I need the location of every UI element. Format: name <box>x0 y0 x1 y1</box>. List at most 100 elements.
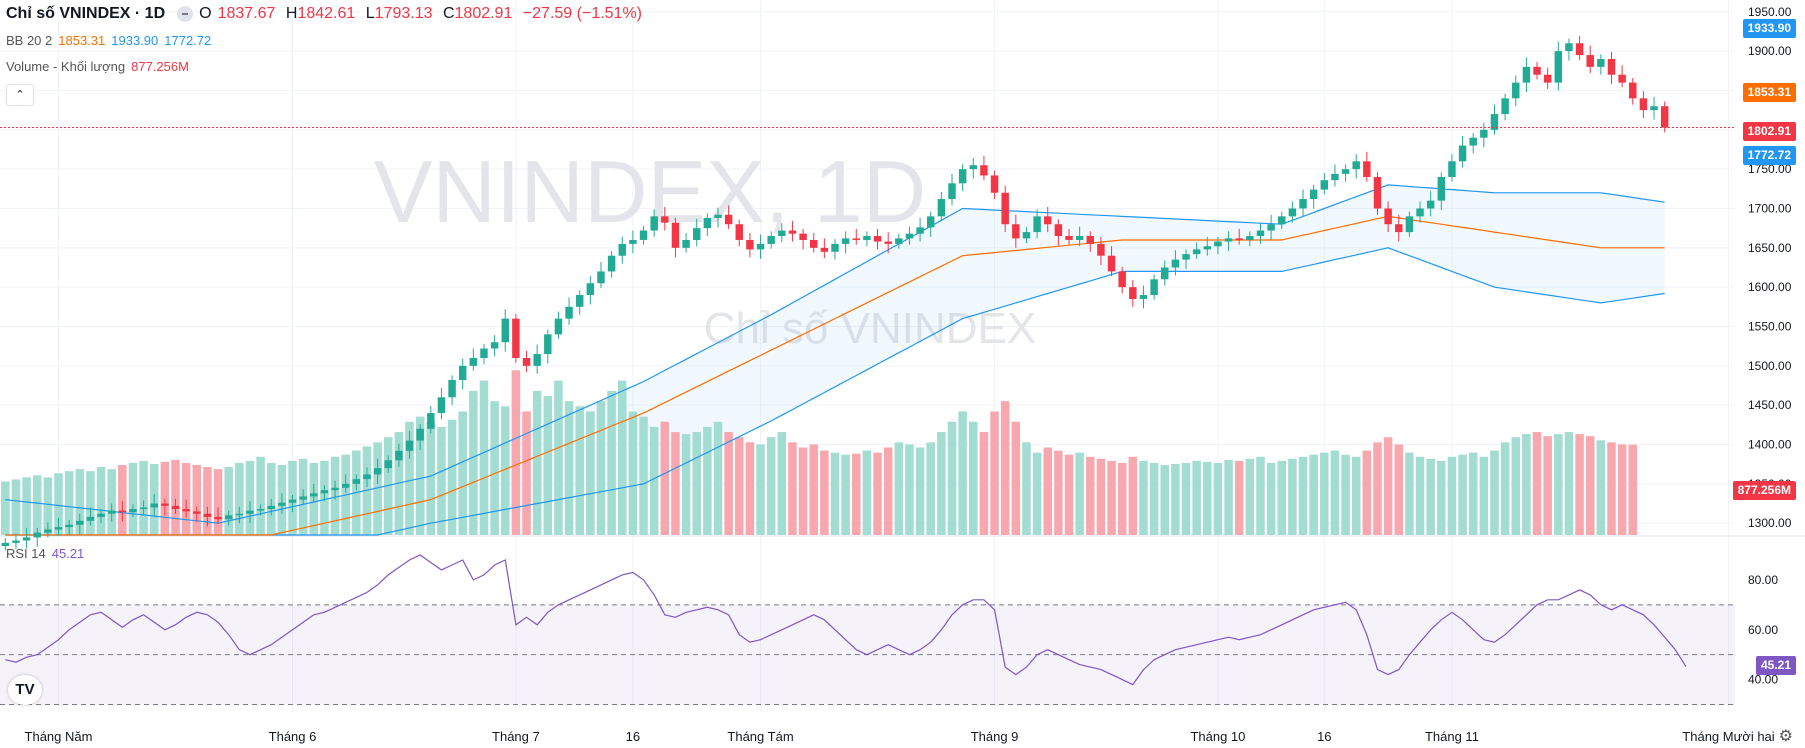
candle[interactable] <box>1618 65 1626 88</box>
candle[interactable] <box>416 424 424 451</box>
candle[interactable] <box>1161 260 1169 286</box>
candle[interactable] <box>76 513 84 535</box>
candle[interactable] <box>1522 57 1531 93</box>
candle[interactable] <box>448 375 456 406</box>
candle[interactable] <box>884 232 892 254</box>
candle[interactable] <box>820 238 829 259</box>
candle[interactable] <box>544 329 552 364</box>
candle[interactable] <box>118 501 127 522</box>
candle[interactable] <box>182 499 190 518</box>
candle[interactable] <box>1033 209 1041 239</box>
candle[interactable] <box>480 343 488 365</box>
candle[interactable] <box>54 517 63 536</box>
candle[interactable] <box>873 228 882 250</box>
candle[interactable] <box>1065 228 1073 245</box>
candle[interactable] <box>1373 172 1382 215</box>
candle[interactable] <box>575 290 584 315</box>
candle[interactable] <box>1437 172 1446 211</box>
candle[interactable] <box>469 348 478 371</box>
candle[interactable] <box>256 504 265 516</box>
candle[interactable] <box>1352 154 1360 179</box>
candle[interactable] <box>1107 246 1116 277</box>
candle[interactable] <box>458 358 467 390</box>
candle[interactable] <box>1426 191 1435 217</box>
candle[interactable] <box>522 350 531 373</box>
candle[interactable] <box>171 498 180 514</box>
candle[interactable] <box>554 311 563 340</box>
candle[interactable] <box>214 507 222 524</box>
candle[interactable] <box>1139 285 1148 309</box>
candle[interactable] <box>841 231 850 254</box>
candle[interactable] <box>533 344 541 374</box>
candle[interactable] <box>735 219 743 247</box>
candle[interactable] <box>12 533 20 550</box>
candle[interactable] <box>1458 136 1467 168</box>
candle[interactable] <box>278 493 286 514</box>
candle[interactable] <box>1224 231 1233 251</box>
candle[interactable] <box>107 503 116 522</box>
candle[interactable] <box>1597 54 1605 75</box>
candle[interactable] <box>1075 226 1084 247</box>
candle[interactable] <box>895 233 903 249</box>
candle[interactable] <box>1022 227 1031 244</box>
candle[interactable] <box>948 173 956 206</box>
candle[interactable] <box>1331 164 1339 187</box>
candle[interactable] <box>395 443 403 467</box>
symbol-title[interactable]: Chỉ số VNINDEX · 1D <box>6 5 166 22</box>
candle[interactable] <box>927 211 935 237</box>
candle[interactable] <box>703 213 712 237</box>
candle[interactable] <box>682 232 690 253</box>
candle[interactable] <box>299 489 307 505</box>
candle[interactable] <box>1469 132 1477 154</box>
candle[interactable] <box>1341 164 1350 182</box>
rsi-legend[interactable]: RSI 14 45.21 <box>6 546 90 561</box>
candle[interactable] <box>618 236 626 264</box>
candle[interactable] <box>65 520 73 535</box>
candle[interactable] <box>1639 91 1648 119</box>
candle[interactable] <box>1235 228 1243 245</box>
candle[interactable] <box>86 507 95 526</box>
candle[interactable] <box>1044 206 1052 233</box>
candle[interactable] <box>437 387 446 420</box>
candle[interactable] <box>724 205 733 229</box>
candle[interactable] <box>1490 104 1499 135</box>
candle[interactable] <box>1097 236 1105 266</box>
candle[interactable] <box>1384 201 1392 233</box>
candle[interactable] <box>1256 223 1265 244</box>
candle[interactable] <box>1 538 10 551</box>
candle[interactable] <box>161 498 169 516</box>
candle[interactable] <box>692 218 701 247</box>
candle[interactable] <box>1586 45 1594 74</box>
candle[interactable] <box>427 405 435 434</box>
candle[interactable] <box>1395 214 1403 242</box>
candle[interactable] <box>1192 242 1201 259</box>
candle[interactable] <box>1012 214 1020 248</box>
gear-icon[interactable]: ⚙ <box>1778 728 1793 745</box>
candle[interactable] <box>1554 41 1563 91</box>
candle[interactable] <box>384 455 392 473</box>
candle[interactable] <box>1086 231 1095 252</box>
candle[interactable] <box>661 206 669 231</box>
candle[interactable] <box>1501 93 1509 121</box>
candle[interactable] <box>1246 231 1254 247</box>
candle[interactable] <box>714 207 722 228</box>
candle[interactable] <box>235 506 244 524</box>
candle[interactable] <box>1171 250 1180 276</box>
candle[interactable] <box>1150 274 1158 300</box>
candle[interactable] <box>1448 154 1456 182</box>
candle[interactable] <box>810 232 818 253</box>
candle[interactable] <box>373 458 382 484</box>
candle[interactable] <box>831 239 839 260</box>
candle[interactable] <box>852 228 860 245</box>
candle[interactable] <box>320 485 329 502</box>
candle[interactable] <box>778 223 786 243</box>
candle[interactable] <box>288 494 297 513</box>
candle[interactable] <box>224 510 233 526</box>
candle[interactable] <box>1533 62 1541 80</box>
candle[interactable] <box>671 217 680 258</box>
candle[interactable] <box>937 191 946 222</box>
bb-legend[interactable]: BB 20 2 1853.31 1933.90 1772.72 <box>6 33 217 48</box>
candle[interactable] <box>1607 51 1616 85</box>
candle[interactable] <box>863 231 871 247</box>
candle[interactable] <box>639 225 648 245</box>
